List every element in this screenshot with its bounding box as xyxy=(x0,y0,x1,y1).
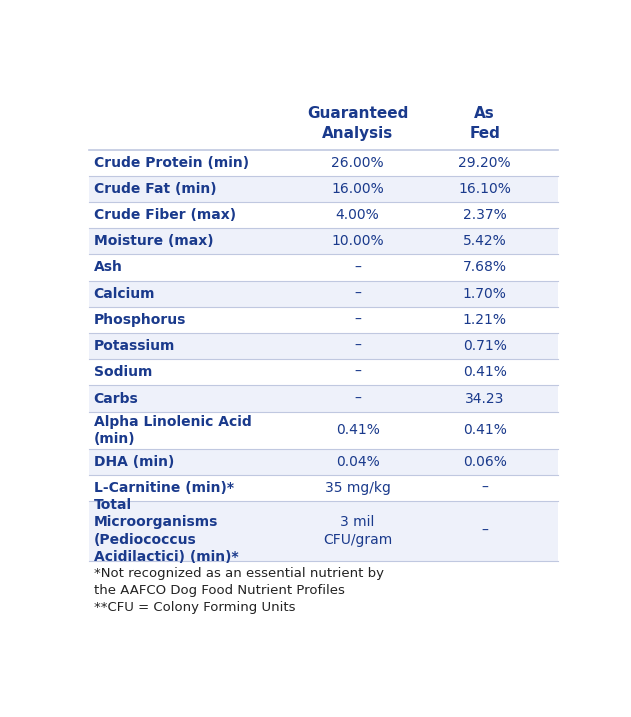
Text: Potassium: Potassium xyxy=(93,339,175,353)
FancyBboxPatch shape xyxy=(88,333,558,359)
Text: 4.00%: 4.00% xyxy=(336,208,379,222)
Text: –: – xyxy=(354,366,361,379)
Text: 1.70%: 1.70% xyxy=(463,287,507,300)
FancyBboxPatch shape xyxy=(88,307,558,333)
Text: 35 mg/kg: 35 mg/kg xyxy=(325,481,391,495)
Text: Alpha Linolenic Acid
(min): Alpha Linolenic Acid (min) xyxy=(93,414,251,446)
FancyBboxPatch shape xyxy=(88,501,558,561)
Text: –: – xyxy=(354,391,361,406)
Text: L-Carnitine (min)*: L-Carnitine (min)* xyxy=(93,481,233,495)
FancyBboxPatch shape xyxy=(88,176,558,202)
Text: Ash: Ash xyxy=(93,260,122,275)
Text: –: – xyxy=(354,260,361,275)
Text: Sodium: Sodium xyxy=(93,366,152,379)
Text: Total
Microorganisms
(Pediococcus
Acidilactici) (min)*: Total Microorganisms (Pediococcus Acidil… xyxy=(93,498,238,564)
FancyBboxPatch shape xyxy=(88,449,558,475)
Text: 1.21%: 1.21% xyxy=(463,313,507,327)
Text: 26.00%: 26.00% xyxy=(331,156,384,170)
FancyBboxPatch shape xyxy=(88,228,558,255)
Text: –: – xyxy=(481,481,488,495)
FancyBboxPatch shape xyxy=(88,150,558,176)
FancyBboxPatch shape xyxy=(88,475,558,501)
FancyBboxPatch shape xyxy=(88,255,558,280)
FancyBboxPatch shape xyxy=(88,202,558,228)
Text: Moisture (max): Moisture (max) xyxy=(93,234,213,248)
Text: 29.20%: 29.20% xyxy=(459,156,511,170)
Text: Phosphorus: Phosphorus xyxy=(93,313,186,327)
Text: Guaranteed
Analysis: Guaranteed Analysis xyxy=(307,106,408,141)
Text: 0.71%: 0.71% xyxy=(463,339,507,353)
Text: Carbs: Carbs xyxy=(93,391,138,406)
FancyBboxPatch shape xyxy=(88,280,558,307)
FancyBboxPatch shape xyxy=(88,386,558,412)
Text: –: – xyxy=(354,339,361,353)
Text: *Not recognized as an essential nutrient by
the AAFCO Dog Food Nutrient Profiles: *Not recognized as an essential nutrient… xyxy=(93,567,384,614)
Text: Crude Fat (min): Crude Fat (min) xyxy=(93,182,216,196)
Text: 2.37%: 2.37% xyxy=(463,208,507,222)
Text: DHA (min): DHA (min) xyxy=(93,455,174,469)
Text: Calcium: Calcium xyxy=(93,287,155,300)
Text: –: – xyxy=(354,287,361,300)
Text: Crude Protein (min): Crude Protein (min) xyxy=(93,156,249,170)
Text: –: – xyxy=(354,313,361,327)
Text: 16.10%: 16.10% xyxy=(458,182,511,196)
Text: 0.41%: 0.41% xyxy=(463,366,507,379)
Text: 0.41%: 0.41% xyxy=(463,423,507,437)
Text: 0.06%: 0.06% xyxy=(463,455,507,469)
Text: 3 mil
CFU/gram: 3 mil CFU/gram xyxy=(323,516,392,547)
Text: 10.00%: 10.00% xyxy=(331,234,384,248)
FancyBboxPatch shape xyxy=(88,359,558,386)
FancyBboxPatch shape xyxy=(88,412,558,449)
Text: 16.00%: 16.00% xyxy=(331,182,384,196)
Text: 0.41%: 0.41% xyxy=(336,423,380,437)
Text: 5.42%: 5.42% xyxy=(463,234,507,248)
Text: As
Fed: As Fed xyxy=(469,106,500,141)
Text: 0.04%: 0.04% xyxy=(336,455,379,469)
Text: 34.23: 34.23 xyxy=(465,391,504,406)
Text: Crude Fiber (max): Crude Fiber (max) xyxy=(93,208,235,222)
Text: 7.68%: 7.68% xyxy=(463,260,507,275)
Text: –: – xyxy=(481,524,488,538)
